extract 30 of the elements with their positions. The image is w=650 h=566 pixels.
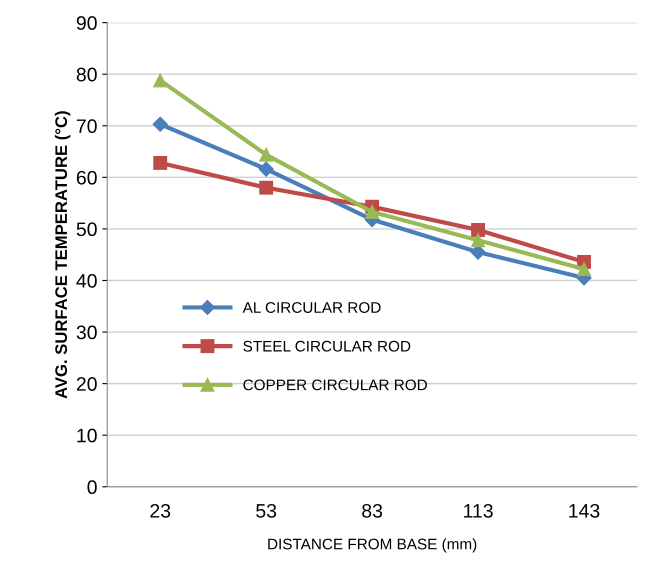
point: [471, 223, 486, 237]
point: [259, 148, 274, 162]
y-tick-label: 0: [87, 480, 97, 494]
point: [365, 204, 380, 219]
y-tick-label: 80: [76, 68, 97, 82]
y-tick-label: 30: [76, 326, 97, 340]
y-tick-label: 70: [76, 119, 97, 134]
point: [258, 162, 274, 177]
y-tick-label: 60: [76, 170, 97, 185]
x-axis-title: DISTANCE FROM BASE (mm): [268, 538, 476, 552]
point: [471, 233, 486, 248]
point: [153, 156, 168, 170]
y-tick-label: 10: [77, 428, 97, 442]
point: [577, 262, 591, 276]
point: [259, 180, 274, 195]
y-tick-label: 90: [76, 16, 97, 30]
legend-label: COPPER CIRCULAR ROD: [243, 379, 427, 390]
legend-label: AL CIRCULAR ROD: [242, 302, 381, 313]
point: [153, 73, 168, 88]
legend-label: STEEL CIRCULAR ROD: [243, 340, 410, 352]
y-tick-label: 20: [76, 377, 97, 391]
x-tick-label: 83: [362, 504, 382, 518]
x-tick-label: 23: [150, 504, 170, 518]
y-tick-label: 50: [76, 222, 97, 236]
y-tick-label: 40: [76, 274, 97, 288]
point: [152, 116, 168, 132]
x-tick-label: 53: [256, 504, 276, 518]
x-tick-label: 143: [569, 504, 600, 518]
x-tick-label: 113: [464, 504, 493, 518]
y-axis-title: AVG. SURFACE TEMPERATURE (°C): [54, 111, 70, 399]
